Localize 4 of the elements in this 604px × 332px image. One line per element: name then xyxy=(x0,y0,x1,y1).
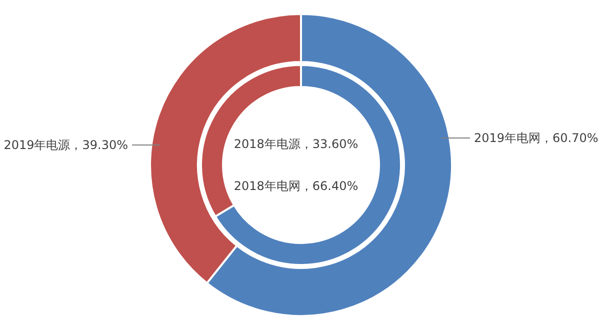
slice-label: 2019年电网，60.70% xyxy=(474,131,598,145)
slice-label: 2018年电网，66.40% xyxy=(234,179,358,194)
slice-label: 2019年电源，39.30% xyxy=(4,138,128,152)
slice-label: 2018年电源，33.60% xyxy=(234,136,358,151)
